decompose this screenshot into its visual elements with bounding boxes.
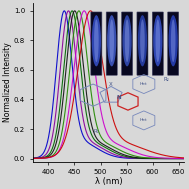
Y-axis label: Normalized Intensity: Normalized Intensity	[3, 43, 12, 122]
X-axis label: λ (nm): λ (nm)	[94, 177, 122, 186]
